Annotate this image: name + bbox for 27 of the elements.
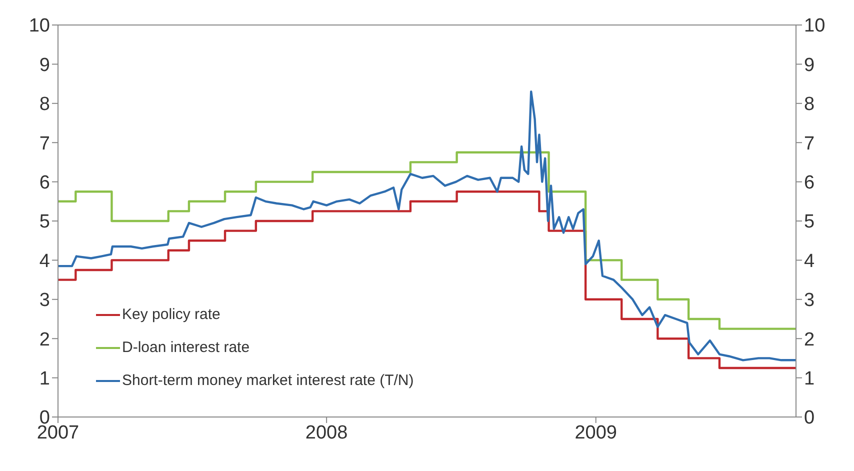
y2-tick-label: 0 <box>804 408 815 429</box>
y-tick-label: 2 <box>39 329 50 350</box>
y-tick-label: 1 <box>39 368 50 390</box>
y2-tick-label: 1 <box>804 368 815 390</box>
y2-tick-label: 8 <box>804 94 815 116</box>
y-tick-label: 9 <box>39 54 50 76</box>
y2-tick-label: 10 <box>804 16 826 37</box>
y-tick-label: 7 <box>39 133 50 154</box>
y2-tick-label: 7 <box>804 133 815 154</box>
legend-label: D-loan interest rate <box>122 338 250 358</box>
y2-tick-label: 5 <box>804 212 815 233</box>
x-tick-label: 2008 <box>305 422 348 444</box>
line-series <box>58 90 796 362</box>
y2-tick-label: 4 <box>804 250 815 272</box>
y-tick-label: 5 <box>39 212 50 233</box>
y2-tick-label: 6 <box>804 172 815 194</box>
y2-tick-label: 2 <box>804 329 815 350</box>
legend-label: Short-term money market interest rate (T/N) <box>122 371 414 391</box>
y-tick-label: 8 <box>39 94 50 116</box>
y-tick-label: 10 <box>28 16 50 37</box>
y2-tick-label: 9 <box>804 54 815 76</box>
y-tick-label: 6 <box>39 172 50 194</box>
legend-label: Key policy rate <box>122 305 220 325</box>
y-tick-label: 4 <box>39 250 50 272</box>
y2-tick-label: 3 <box>804 290 815 312</box>
x-tick-label: 2009 <box>574 422 618 444</box>
y-tick-label: 3 <box>39 290 50 312</box>
